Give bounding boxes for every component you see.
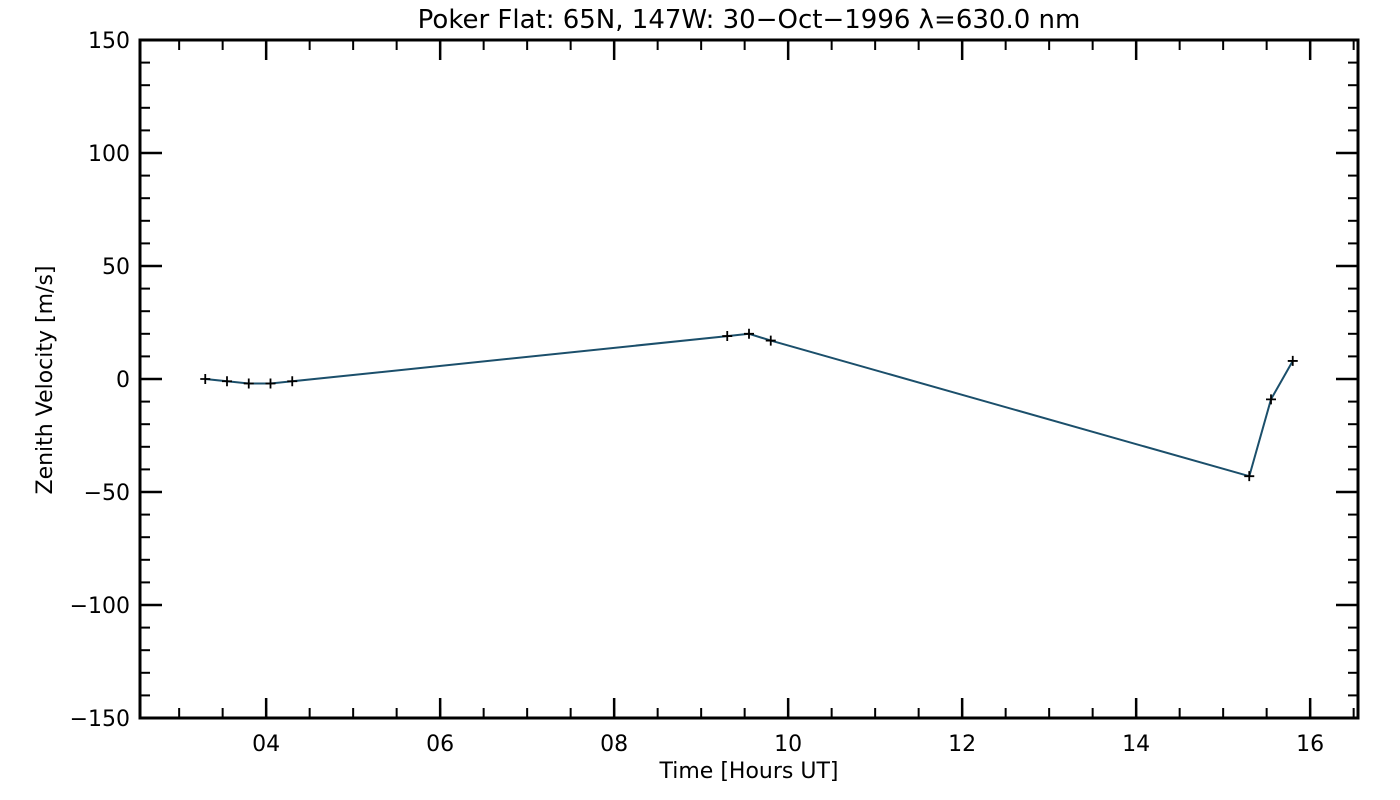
data-point-marker	[265, 378, 276, 389]
y-tick-label: −150	[70, 707, 130, 732]
plot-area: 04 06 08 10 12 14 16 150 100 50 0 −50 −100 −150	[70, 29, 1360, 757]
chart-title: Poker Flat: 65N, 147W: 30−Oct−1996 λ=630…	[418, 5, 1081, 35]
y-tick-label: 100	[88, 142, 130, 167]
data-point-marker	[200, 374, 211, 384]
data-point-marker	[1244, 471, 1255, 482]
data-point-marker	[765, 335, 776, 346]
data-point-marker	[287, 376, 298, 387]
x-tick-label: 08	[600, 732, 628, 757]
data-point-marker	[722, 331, 733, 342]
x-tick-label: 14	[1122, 732, 1150, 757]
x-tick-label: 06	[426, 732, 454, 757]
y-tick-label: 0	[116, 368, 130, 393]
x-tick-label: 10	[774, 732, 802, 757]
y-tick-label: −50	[84, 481, 130, 506]
x-tick-label: 16	[1296, 732, 1324, 757]
data-point-marker	[744, 328, 754, 339]
data-point-marker	[1287, 355, 1298, 366]
data-point-marker	[222, 376, 232, 387]
y-tick-label: 50	[102, 255, 130, 280]
y-tick-label: −100	[70, 594, 130, 619]
y-tick-label: 150	[88, 29, 130, 54]
x-tick-label: 12	[948, 732, 976, 757]
y-axis-label: Zenith Velocity [m/s]	[33, 266, 58, 495]
data-point-marker	[243, 378, 254, 389]
series-line	[205, 332, 1294, 478]
data-point-marker	[1266, 394, 1276, 405]
x-axis-label: Time [Hours UT]	[659, 759, 839, 784]
x-tick-label: 04	[252, 732, 280, 757]
